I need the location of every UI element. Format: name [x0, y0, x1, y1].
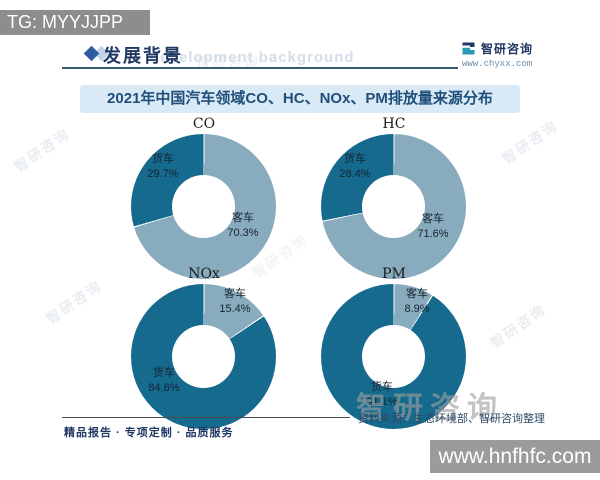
slice-label-passenger: 客车 15.4% [219, 288, 251, 315]
donut-ring [131, 134, 276, 279]
slice-label-truck: 货车 28.4% [339, 153, 371, 180]
background-watermark: 智研咨询 [487, 301, 549, 351]
tg-badge: TG: MYYJJPP [0, 10, 150, 35]
chart-title: CO [192, 116, 216, 132]
donut-ring [131, 284, 276, 429]
slice-label-passenger: 客车 70.3% [227, 212, 259, 239]
brand-logo-icon [461, 41, 476, 56]
donut-chart-co: CO 货车 29.7% 客车 70.3% [109, 116, 299, 279]
slice-label-truck: 货车 91.1% [366, 381, 398, 408]
slice-label-passenger: 客车 8.9% [404, 288, 430, 315]
slice-label-truck: 货车 84.6% [148, 367, 180, 394]
brand-watermark-large: 智研咨询 [356, 392, 504, 425]
footer-divider [62, 417, 350, 418]
donut-chart-pm: PM 客车 8.9% 货车 91.1% [299, 266, 489, 429]
donut-ring [321, 134, 466, 279]
section-title: 发展背景 [103, 46, 183, 66]
donut-chart-hc: HC 货车 28.4% 客车 71.6% [299, 116, 489, 279]
background-watermark: 智研咨询 [43, 277, 105, 327]
background-watermark: 智研咨询 [11, 125, 73, 175]
diamond-icon [83, 45, 100, 62]
chart-title: NOx [188, 266, 220, 282]
donut-hole [362, 175, 425, 238]
background-watermark: 智研咨询 [499, 117, 561, 167]
chart-title: HC [382, 116, 406, 132]
chart-banner-title: 2021年中国汽车领域CO、HC、NOx、PM排放量来源分布 [80, 85, 520, 113]
donut-chart-nox: NOx 客车 15.4% 货车 84.6% [109, 266, 299, 429]
brand-logo: 智研咨询 www.chyxx.com [461, 40, 581, 69]
charts-grid: CO 货车 29.7% 客车 70.3% HC 货车 28.4% 客车 71.6% NO… [109, 116, 489, 429]
header-divider [62, 67, 458, 69]
slice-label-passenger: 客车 71.6% [417, 213, 449, 240]
donut-ring [321, 284, 466, 429]
site-url-bar: www.hnfhfc.com [430, 440, 600, 473]
donut-hole [172, 175, 235, 238]
header-watermark-text: development background [150, 49, 355, 66]
slice-label-truck: 货车 29.7% [147, 153, 179, 180]
background-watermark: 智研咨询 [196, 54, 260, 70]
donut-hole [362, 325, 425, 388]
brand-site-url: www.chyxx.com [462, 59, 533, 69]
data-source-text: 资料来源：生态环境部、智研咨询整理 [358, 413, 545, 425]
chart-title: PM [382, 266, 406, 282]
donut-hole [172, 325, 235, 388]
brand-name: 智研咨询 [481, 42, 534, 56]
footer-services-text: 精品报告 · 专项定制 · 品质服务 [64, 427, 234, 439]
